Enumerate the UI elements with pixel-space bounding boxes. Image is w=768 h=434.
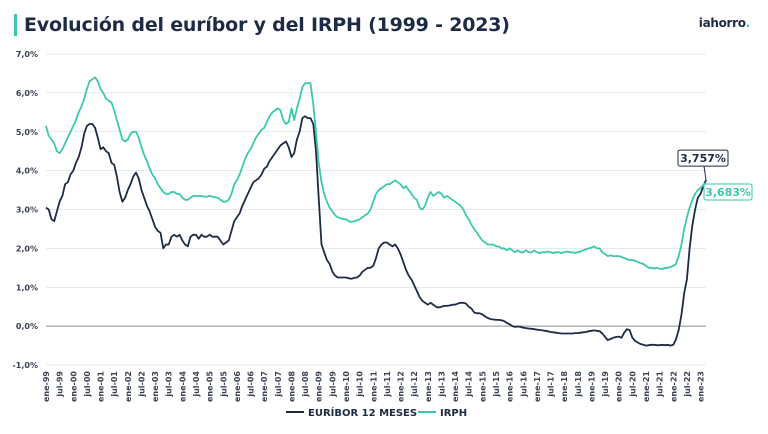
x-tick-label: jul-04 [192, 371, 201, 398]
x-tick-label: ene-05 [206, 371, 215, 402]
x-tick-label: jul-14 [465, 371, 474, 398]
x-tick-label: jul-05 [219, 371, 228, 398]
x-tick-label: ene-08 [287, 371, 296, 402]
y-tick-label: 4,0% [16, 167, 38, 176]
x-tick-label: jul-20 [628, 371, 637, 398]
x-tick-label: jul-16 [519, 371, 528, 398]
x-tick-label: jul-07 [274, 371, 283, 398]
x-tick-label: ene-09 [315, 371, 324, 402]
y-tick-label: 1,0% [16, 283, 38, 292]
chart-title: Evolución del euríbor y del IRPH (1999 -… [24, 14, 510, 36]
x-tick-label: ene-02 [124, 371, 133, 402]
x-tick-label: jul-02 [137, 371, 146, 398]
x-tick-label: jul-10 [356, 371, 365, 398]
x-tick-label: jul-19 [601, 371, 610, 398]
x-tick-label: ene-10 [342, 371, 351, 402]
x-tick-label: jul-18 [574, 371, 583, 398]
irph-callout-label: 3,683% [705, 186, 751, 199]
irph-callout-box [703, 183, 753, 201]
x-axis-ticks: ene-99 jul-99 ene-00 jul-00 ene-01 jul-01 ene-… [42, 371, 706, 402]
x-tick-label: ene-01 [97, 371, 106, 402]
x-tick-label: jul-99 [56, 371, 65, 398]
brand-dot: . [745, 16, 751, 30]
x-tick-label: ene-07 [260, 371, 269, 402]
y-tick-label: -1,0% [12, 361, 38, 370]
x-tick-label: ene-99 [42, 371, 51, 402]
x-tick-label: jul-00 [83, 371, 92, 398]
euribor-callout-leader [703, 166, 707, 181]
x-tick-label: jul-09 [328, 371, 337, 398]
title-bar: Evolución del euríbor y del IRPH (1999 -… [14, 14, 510, 36]
x-tick-label: ene-23 [697, 371, 706, 402]
series-lines [45, 76, 707, 347]
x-tick-label: ene-19 [587, 371, 596, 402]
x-tick-label: ene-12 [397, 371, 406, 402]
x-tick-label: jul-12 [410, 371, 419, 398]
x-tick-label: jul-17 [547, 371, 556, 398]
y-tick-label: 7,0% [16, 50, 38, 59]
x-tick-label: jul-11 [383, 371, 392, 398]
series-line [45, 115, 707, 347]
x-tick-label: ene-22 [669, 371, 678, 402]
title-accent-bar [14, 14, 17, 36]
x-tick-label: ene-06 [233, 371, 242, 402]
brand-logo: iahorro. [698, 16, 751, 30]
x-tick-label: ene-04 [178, 371, 187, 402]
x-tick-label: ene-18 [560, 371, 569, 402]
x-tick-label: jul-15 [492, 371, 501, 398]
y-tick-label: 5,0% [16, 128, 38, 137]
value-callouts: 3,757% 3,683% [677, 149, 753, 201]
x-tick-label: ene-16 [506, 371, 515, 402]
y-tick-label: 0,0% [16, 322, 38, 331]
y-tick-label: 6,0% [16, 89, 38, 98]
x-tick-label: ene-11 [369, 371, 378, 402]
x-tick-label: ene-14 [451, 371, 460, 402]
x-tick-label: jul-08 [301, 371, 310, 398]
legend-label-euribor: EURÍBOR 12 MESES [308, 406, 417, 419]
y-tick-label: 3,0% [16, 206, 38, 215]
x-tick-label: ene-03 [151, 371, 160, 402]
x-tick-label: ene-17 [533, 371, 542, 402]
y-axis-ticks: 7,0% 6,0% 5,0% 4,0% 3,0% 2,0% 1,0% 0,0% -1,0% [12, 50, 38, 370]
x-tick-label: ene-00 [69, 371, 78, 402]
x-tick-label: jul-06 [247, 371, 256, 398]
x-tick-label: ene-21 [642, 371, 651, 402]
x-tick-label: ene-20 [615, 371, 624, 402]
x-tick-label: jul-03 [165, 371, 174, 398]
x-tick-label: ene-13 [424, 371, 433, 402]
x-tick-label: jul-01 [110, 371, 119, 398]
x-tick-label: jul-21 [656, 371, 665, 398]
euribor-callout-label: 3,757% [680, 152, 726, 165]
legend-label-irph: IRPH [440, 408, 467, 419]
x-tick-label: jul-22 [683, 371, 692, 398]
x-tick-label: jul-13 [437, 371, 446, 398]
grid-lines [46, 53, 706, 366]
euribor-callout-box [677, 149, 729, 167]
brand-name: iahorro [698, 16, 746, 30]
legend: EURÍBOR 12 MESES IRPH [286, 406, 467, 419]
x-tick-label: ene-15 [478, 371, 487, 402]
series-line [45, 76, 707, 270]
y-tick-label: 2,0% [16, 244, 38, 253]
